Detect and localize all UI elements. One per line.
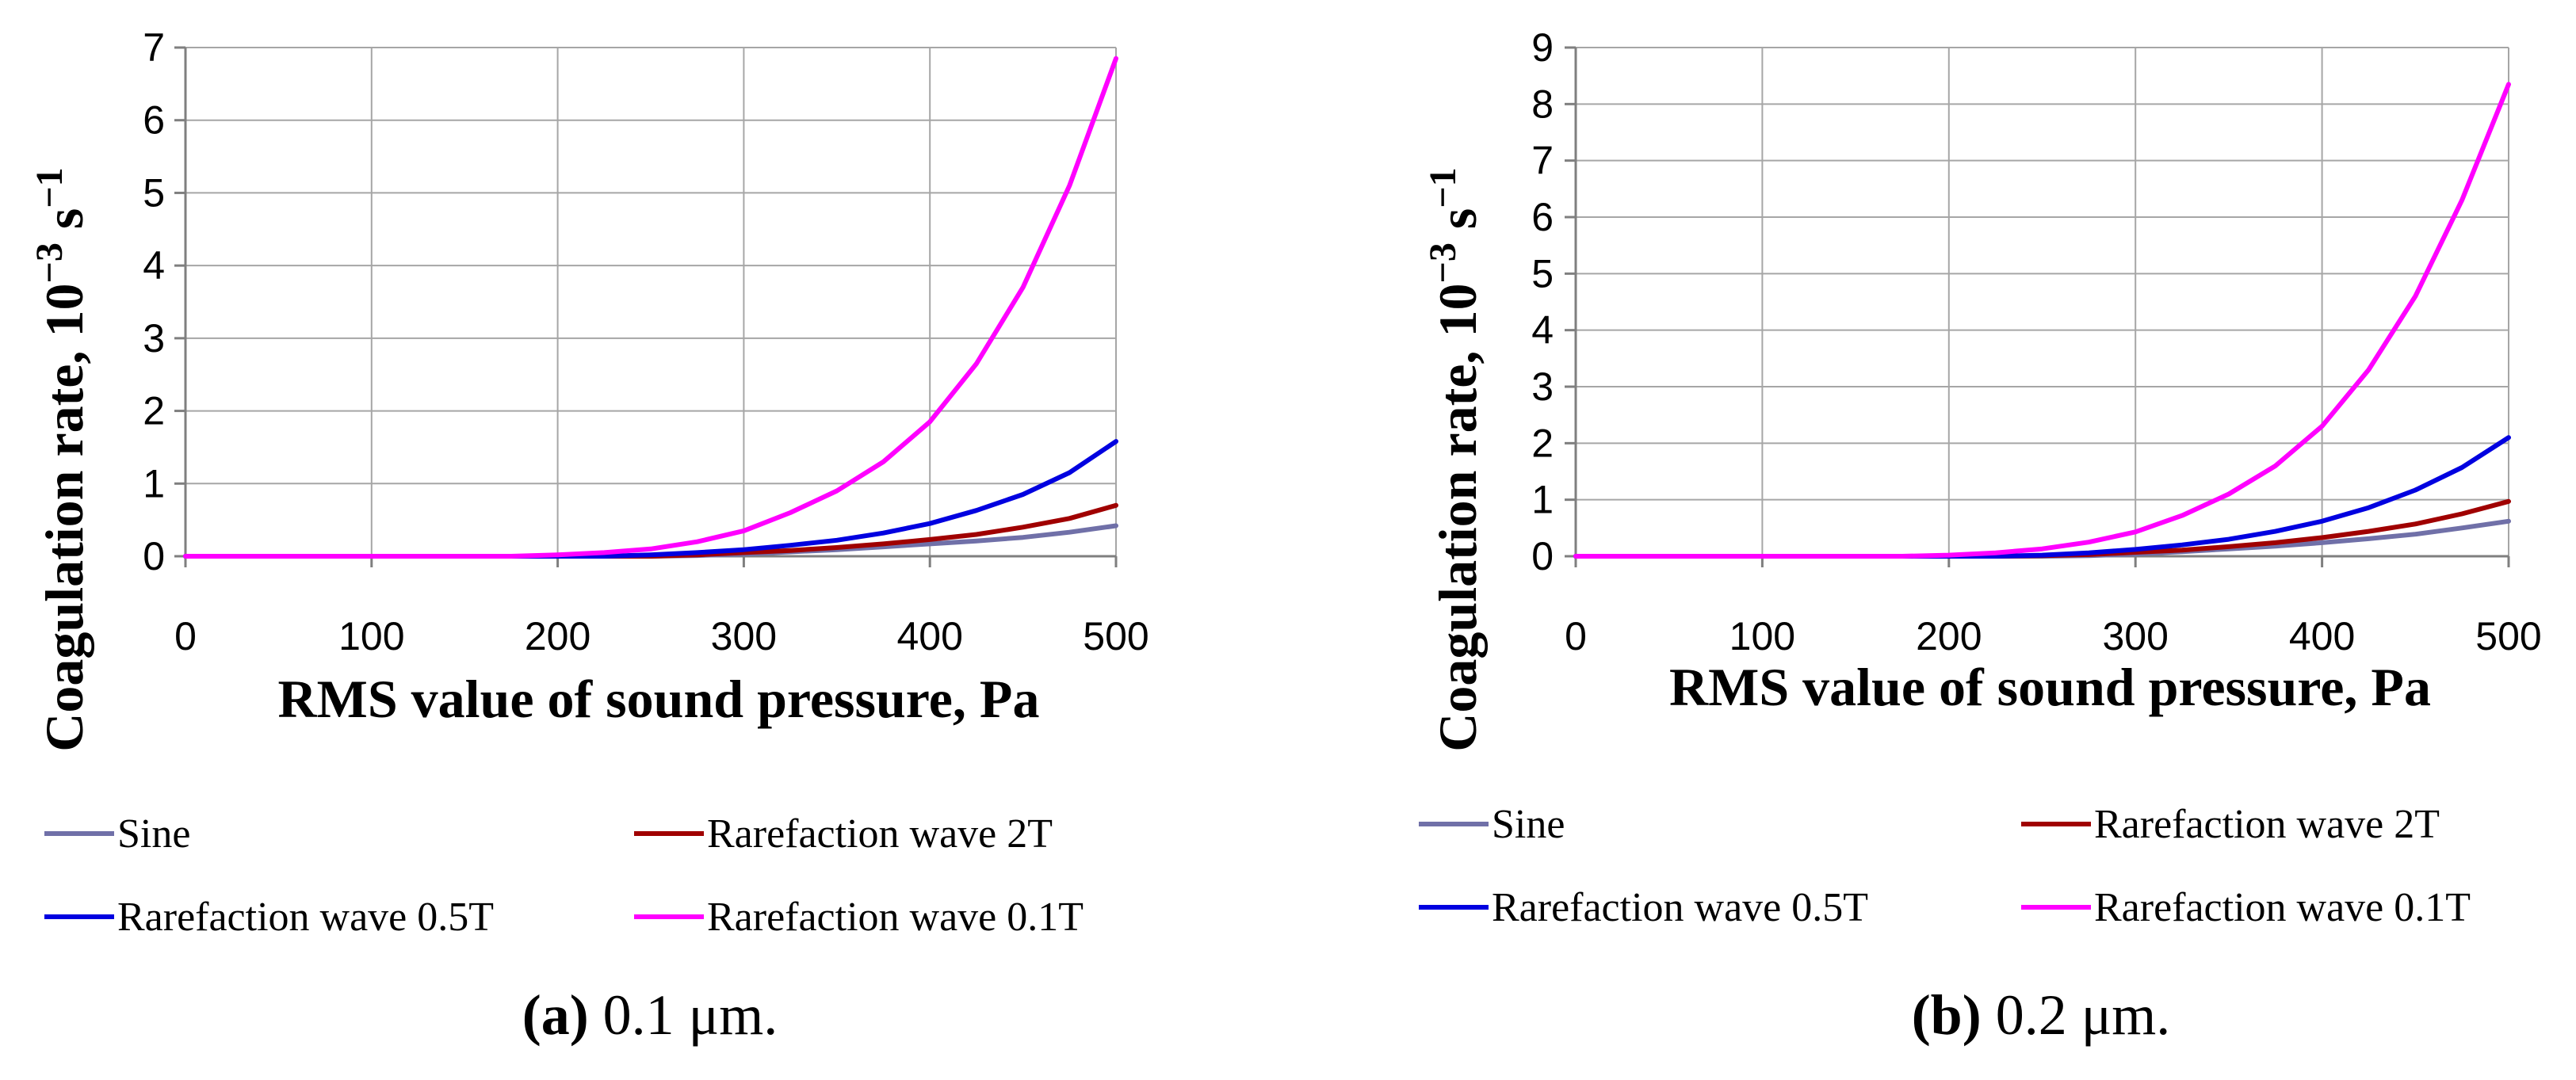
y-tick-label: 3 [1531,364,1554,409]
y-axis-label-superscript: −3 [29,242,71,283]
y-tick-label: 3 [143,316,165,361]
y-tick-label: 9 [1531,25,1554,70]
y-axis-label-superscript: −3 [1422,242,1464,283]
x-tick-label: 0 [174,614,197,658]
legend-label: Rarefaction wave 0.1T [2094,885,2471,930]
y-tick-label: 2 [143,389,165,433]
y-axis-label: Coagulation rate, 10−3 s−1 [29,167,94,751]
y-tick-label: 0 [1531,534,1554,578]
y-tick-label: 4 [1531,308,1554,353]
caption-text: 0.1 μm. [589,983,778,1047]
chart-a: 0 1 2 3 4 5 6 7 0 100 200 300 400 500 RMS value of sou… [29,25,1149,1047]
y-tick-label: 7 [1531,139,1554,183]
y-tick-label: 4 [143,243,165,288]
y-tick-label: 1 [1531,478,1554,522]
x-tick-label: 300 [711,614,777,658]
y-axis-label-superscript: −1 [29,167,71,208]
x-tick-label: 500 [1083,614,1148,658]
caption-text: 0.2 μm. [1982,983,2171,1047]
series-line-4 [1573,82,2511,559]
x-tick-label: 200 [1916,614,1982,658]
legend-label: Rarefaction wave 2T [2094,802,2440,847]
y-axis-label-text: Coagulation rate, 10 [34,284,94,752]
y-axis-label-text: Coagulation rate, 10 [1428,284,1488,752]
x-tick-label: 0 [1565,614,1587,658]
plot-area [185,48,1116,556]
y-axis-label: Coagulation rate, 10−3 s−1 [1422,167,1488,751]
y-tick-label: 7 [143,25,165,70]
x-tick-label: 400 [2289,614,2355,658]
y-tick-label: 0 [143,534,165,578]
x-axis-label: RMS value of sound pressure, Pa [278,669,1040,729]
x-tick-label: 300 [2102,614,2168,658]
x-tick-label: 500 [2475,614,2541,658]
x-tick-label: 200 [525,614,590,658]
y-tick-label: 1 [143,461,165,506]
x-tick-label: 100 [1729,614,1795,658]
panel-caption: (a) 0.1 μm. [522,983,778,1047]
legend-label: Rarefaction wave 2T [707,811,1053,857]
y-tick-label: 2 [1531,421,1554,465]
y-tick-label: 8 [1531,82,1554,126]
legend-label: Rarefaction wave 0.5T [1492,885,1868,930]
y-tick-label: 5 [1531,251,1554,296]
panel-caption: (b) 0.2 μm. [1912,983,2171,1047]
chart-b: 0 1 2 3 4 5 6 7 8 9 0 100 200 300 400 500 RMS value of s… [1419,25,2542,1047]
x-axis-label: RMS value of sound pressure, Pa [1669,657,2431,717]
y-tick-label: 5 [143,170,165,215]
legend-label: Sine [117,811,190,857]
y-tick-label: 6 [1531,195,1554,239]
x-tick-label: 400 [896,614,962,658]
plot-area [1576,48,2509,556]
legend-label: Rarefaction wave 0.5T [117,895,494,940]
legend-label: Sine [1492,802,1565,847]
y-axis-label-superscript: −1 [1422,167,1464,208]
x-tick-label: 100 [338,614,404,658]
y-tick-label: 6 [143,98,165,143]
series-line-4 [183,55,1118,559]
legend-label: Rarefaction wave 0.1T [707,895,1084,940]
y-axis-label-text: s [34,208,94,242]
caption-letter: (b) [1912,983,1982,1047]
caption-letter: (a) [522,983,589,1047]
y-axis-label-text: s [1428,208,1488,242]
